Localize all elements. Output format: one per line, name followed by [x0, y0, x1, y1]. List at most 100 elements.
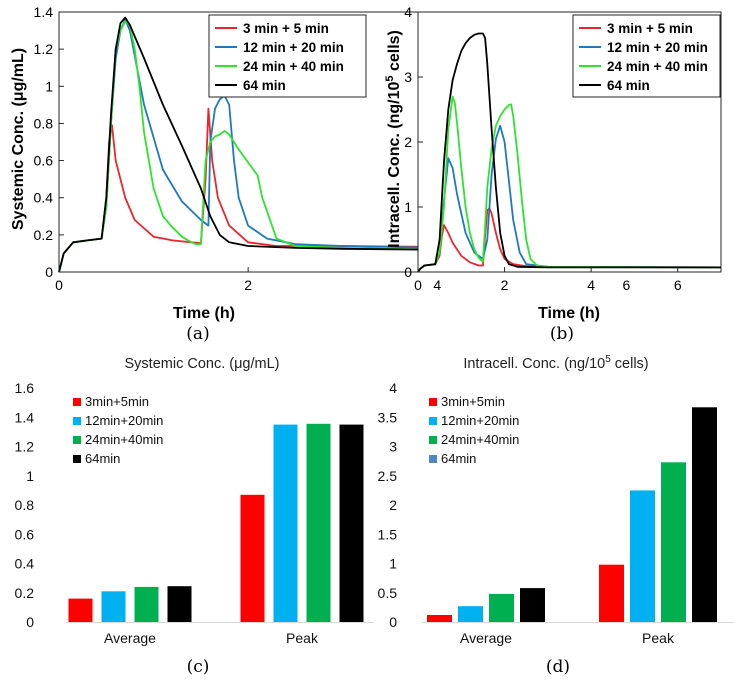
panel-b-y-tick-label: 0: [404, 264, 412, 280]
panel-d-bar-average-2: [489, 593, 514, 622]
panel-c-y-tick-label: 1.4: [15, 409, 35, 425]
panel-a-y-tick-label: 1.2: [34, 41, 54, 57]
panel-c-bar-peak-1: [273, 424, 298, 622]
panel-c-y-tick-label: 1.6: [15, 380, 35, 396]
panel-a-x-axis-title: Time (h): [173, 305, 235, 322]
panel-c-title: Systemic Conc. (μg/mL): [125, 356, 280, 372]
panel-b-x-axis-title: Time (h): [538, 305, 600, 322]
panel-b-legend-label-0: 3 min + 5 min: [607, 21, 693, 36]
panel-d-y-tick-label: 2.5: [378, 468, 398, 484]
panel-b-y-ticks: 0 1 2 3 4: [404, 4, 423, 280]
panel-d-legend-swatch-3: [429, 455, 437, 463]
panel-c-y-tick-label: 0: [26, 614, 34, 630]
panel-c-y-tick-label: 0.4: [15, 556, 35, 572]
panel-d-legend-label-0: 3min+5min: [441, 394, 505, 409]
panel-c-legend-label-3: 64min: [85, 451, 120, 466]
panel-a-x-tick-label: 6: [623, 277, 631, 293]
panel-a-label: (a): [186, 324, 209, 344]
panel-d-bar-average-1: [458, 606, 483, 622]
panel-c-legend-swatch-3: [73, 455, 81, 463]
panel-b-y-tick-label: 2: [404, 134, 412, 150]
panel-d-y-tick-label: 1.5: [378, 526, 398, 542]
panel-a-x-tick-label: 0: [55, 277, 63, 293]
panel-a-x-tick-label: 2: [244, 277, 252, 293]
panel-c-y-tick-label: 0.8: [15, 497, 35, 513]
panel-b-legend: 3 min + 5 min 12 min + 20 min 24 min + 40 …: [572, 14, 721, 98]
panel-b-y-tick-label: 3: [404, 69, 412, 85]
panel-d-y-tick-label: 1: [389, 556, 397, 572]
panel-d-y-tick-label: 2: [389, 497, 397, 513]
panel-b-y-tick-label: 1: [404, 199, 412, 215]
panel-a-series-line-3: [58, 16, 722, 273]
panel-d-title-sup: 5: [605, 354, 611, 365]
panel-d-x-tick-label: Average: [460, 630, 512, 646]
panel-c-y-tick-label: 1.2: [15, 439, 35, 455]
panel-d: Intracell. Conc. (ng/105 cells) 0 0.5 1 1.5…: [378, 354, 734, 677]
panel-b-label: (b): [550, 324, 574, 344]
panel-a-y-tick-label: 0.6: [34, 153, 54, 169]
panel-a-y-tick-label: 0: [45, 264, 53, 280]
panel-d-bar-peak-0: [599, 564, 624, 622]
panel-c-legend-swatch-1: [73, 417, 81, 425]
panel-d-y-tick-label: 0: [389, 614, 397, 630]
panel-d-plot-area: [422, 407, 734, 623]
panel-c-y-tick-label: 0.2: [15, 585, 35, 601]
panel-b-series-line-3: [417, 32, 721, 273]
panel-d-y-tick-label: 4: [389, 380, 397, 396]
panel-a-legend-label-0: 3 min + 5 min: [243, 21, 329, 36]
panel-b-y-axis-title-sup: 5: [384, 75, 396, 81]
panel-d-bar-peak-3: [692, 407, 717, 622]
panel-a-y-ticks: 0 0.2 0.4 0.6 0.8 1 1.2 1.4: [34, 4, 64, 280]
panel-d-y-ticks: 0 0.5 1 1.5 2 2.5 3 3.5 4: [378, 380, 398, 630]
panel-d-x-tick-label: Peak: [642, 630, 675, 646]
panel-d-legend-swatch-2: [429, 436, 437, 444]
panel-d-title: Intracell. Conc. (ng/105 cells): [463, 354, 648, 372]
panel-c-legend-label-2: 24min+40min: [85, 432, 163, 447]
panel-c-label: (c): [187, 657, 210, 677]
panel-c-bar-average-2: [134, 586, 159, 622]
panel-d-legend-label-3: 64min: [441, 451, 476, 466]
panel-c-bar-average-3: [167, 586, 192, 622]
panel-c-plot-area: [66, 423, 374, 623]
panel-d-legend: 3min+5min 12min+20min 24min+40min 64min: [429, 394, 519, 466]
panel-a-legend: 3 min + 5 min 12 min + 20 min 24 min + 40 …: [208, 14, 367, 98]
panel-b-x-tick-label: 2: [501, 277, 509, 293]
panel-c-legend: 3min+5min 12min+20min 24min+40min 64min: [73, 394, 163, 466]
panel-c-y-tick-label: 1: [26, 468, 34, 484]
panel-a-y-tick-label: 1.4: [34, 4, 54, 20]
panel-b-series-line-2: [417, 95, 722, 273]
panel-c-legend-swatch-2: [73, 436, 81, 444]
panel-c: Systemic Conc. (μg/mL) 0 0.2 0.4 0.6 0.8 1 1.2…: [15, 356, 374, 677]
panel-c-x-tick-label: Average: [104, 630, 156, 646]
panel-b-y-tick-label: 4: [404, 4, 412, 20]
panel-b-x-ticks: 0 2 4 6: [414, 267, 682, 293]
panel-c-bar-peak-2: [306, 423, 331, 622]
panel-b-y-axis-title-tail: cells): [386, 30, 403, 75]
panel-c-bar-average-0: [68, 598, 93, 622]
panel-a-x-tick-label: 4: [433, 277, 441, 293]
panel-c-legend-swatch-0: [73, 398, 81, 406]
panel-b-x-tick-label: 6: [674, 277, 682, 293]
panel-b-legend-label-3: 64 min: [607, 78, 650, 93]
panel-c-bar-average-1: [101, 591, 126, 622]
panel-d-y-tick-label: 0.5: [378, 585, 398, 601]
panel-d-title-tail: cells): [611, 356, 649, 372]
panel-b-legend-label-2: 24 min + 40 min: [607, 59, 708, 74]
panel-d-bar-average-0: [427, 615, 452, 622]
panel-d-legend-label-2: 24min+40min: [441, 432, 519, 447]
panel-c-legend-label-1: 12min+20min: [85, 413, 163, 428]
panel-b-x-tick-label: 4: [587, 277, 595, 293]
panel-d-bar-peak-2: [661, 462, 686, 622]
panel-c-bar-peak-3: [339, 424, 364, 622]
panel-a-legend-label-3: 64 min: [243, 78, 286, 93]
panel-d-bar-average-3: [520, 588, 545, 622]
panel-b-y-axis-title: Intracell. Conc. (ng/105 cells): [384, 30, 403, 248]
panel-c-legend-label-0: 3min+5min: [85, 394, 149, 409]
panel-d-legend-swatch-1: [429, 417, 437, 425]
panel-c-bar-peak-0: [240, 494, 265, 622]
panel-b-legend-label-1: 12 min + 20 min: [607, 40, 708, 55]
panel-a-legend-box: [208, 14, 367, 98]
panel-d-title-main: Intracell. Conc. (ng/10: [463, 356, 605, 372]
panel-c-x-tick-label: Peak: [286, 630, 319, 646]
